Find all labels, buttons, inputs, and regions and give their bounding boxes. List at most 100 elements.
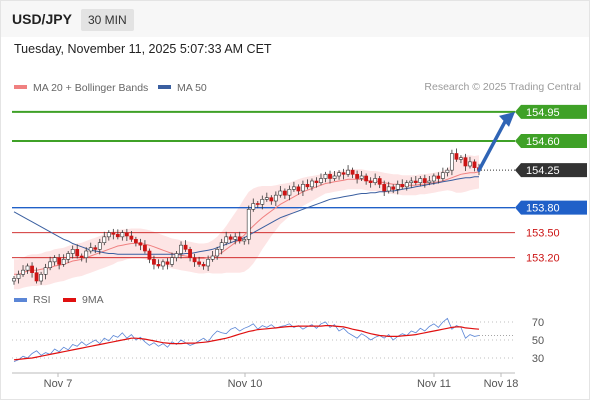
candle-body [12, 278, 16, 282]
level-label-1: 154.60 [526, 136, 560, 148]
candle-body [215, 249, 220, 257]
candle-body [246, 209, 251, 240]
candle-body [436, 175, 441, 179]
rsi-tick-label-0: 70 [532, 317, 544, 329]
candle-body [102, 236, 107, 243]
candle-body [422, 178, 427, 183]
candle-body [16, 274, 21, 279]
candle-body [319, 178, 323, 183]
candle-body [165, 261, 170, 265]
candle-body [386, 186, 391, 192]
rsi-tick-label-1: 50 [532, 335, 544, 347]
candle-body [138, 242, 143, 246]
level-label-2: 154.25 [526, 165, 560, 177]
candle-body [39, 274, 43, 282]
candle-body [355, 174, 360, 179]
candle-body [264, 197, 269, 200]
level-tag-1 [515, 134, 587, 148]
candle-body [97, 242, 102, 250]
candle-body [201, 264, 206, 267]
candle-body [156, 264, 161, 267]
candle-body [228, 236, 233, 240]
symbol-title: USD/JPY [12, 11, 72, 27]
candle-body [269, 197, 274, 202]
candle-body [323, 174, 328, 179]
candle-body [224, 236, 229, 243]
candle-body [418, 178, 423, 183]
candle-body [57, 257, 62, 265]
time-tick-label-2: Nov 11 [417, 378, 451, 390]
candle-body [174, 253, 179, 258]
candle-body [70, 249, 75, 254]
candle-body [454, 153, 459, 160]
candles [12, 148, 481, 285]
candle-body [237, 236, 242, 242]
candle-body [251, 203, 256, 210]
candle-body [296, 186, 301, 192]
time-tick-label-0: Nov 7 [44, 378, 73, 390]
candle-body [75, 249, 80, 257]
candle-body [377, 178, 382, 185]
candle-body [147, 250, 152, 260]
candle-body [404, 182, 409, 188]
rsi-tick-label-2: 30 [532, 353, 544, 365]
candle-body [260, 199, 265, 205]
candle-body [382, 184, 387, 192]
candle-body [409, 180, 414, 183]
candle-body [328, 174, 332, 179]
candle-body [459, 157, 463, 160]
candle-body [25, 265, 30, 271]
candle-body [282, 190, 287, 196]
candle-body [413, 180, 418, 183]
level-label-0: 154.95 [526, 107, 560, 119]
candle-body [337, 172, 341, 177]
level-label-3: 153.80 [526, 203, 560, 215]
candle-body [332, 175, 337, 179]
candle-body [188, 249, 192, 258]
candle-body [450, 153, 454, 171]
timestamp: Tuesday, November 11, 2025 5:07:33 AM CE… [14, 42, 272, 56]
rsi-ma-line [13, 325, 480, 361]
candle-body [192, 257, 197, 263]
research-credit: Research © 2025 Trading Central [424, 81, 581, 93]
legend-swatch-ma50 [158, 85, 171, 89]
candle-body [314, 180, 319, 183]
candle-body [341, 172, 346, 175]
candle-body [52, 257, 57, 263]
candle-body [472, 161, 477, 168]
level-tag-2 [515, 163, 587, 178]
candle-body [278, 190, 283, 196]
candle-body [219, 242, 224, 250]
timeframe-badge[interactable]: 30 MIN [81, 9, 134, 31]
candle-body [440, 172, 445, 179]
candle-body [179, 244, 183, 254]
legend-label-rsi: RSI [33, 294, 51, 306]
candle-body [395, 184, 400, 190]
candle-body [427, 180, 432, 183]
candle-body [445, 169, 450, 173]
candle-body [79, 255, 84, 258]
candle-body [431, 175, 436, 182]
candle-body [301, 184, 305, 192]
candle-body [346, 169, 350, 175]
legend-label-ma20: MA 20 + Bollinger Bands [33, 82, 148, 94]
candle-body [48, 261, 53, 268]
candle-body [106, 232, 111, 238]
level-tag-0 [515, 104, 587, 119]
bollinger-band-area [14, 155, 479, 290]
legend-swatch-ma20 [14, 85, 27, 89]
candle-body [273, 194, 278, 202]
projection-arrow-shaft [477, 118, 508, 172]
candle-body [93, 247, 98, 250]
legend-swatch-rsi [14, 298, 27, 302]
time-tick-label-3: Nov 18 [484, 378, 519, 390]
candle-body [30, 265, 34, 273]
candle-body [368, 180, 373, 183]
candle-body [197, 261, 201, 265]
candle-body [400, 184, 405, 188]
candle-body [305, 184, 310, 188]
candle-body [43, 267, 48, 275]
projection-arrow-head [499, 111, 515, 127]
